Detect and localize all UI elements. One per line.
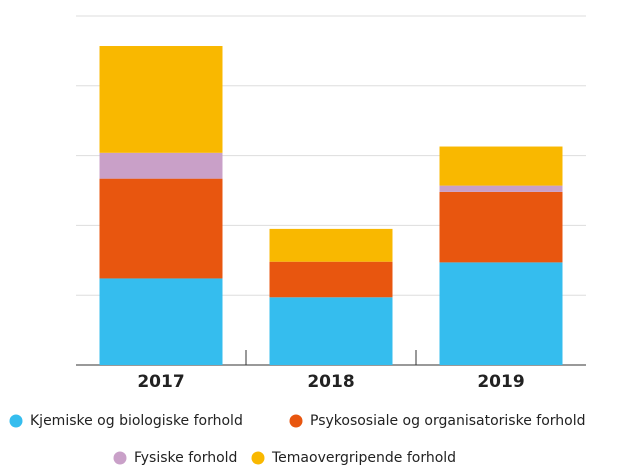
- legend-label: Temaovergripende forhold: [271, 450, 456, 465]
- legend-label: Kjemiske og biologiske forhold: [30, 413, 243, 429]
- bar-segment: [439, 262, 563, 365]
- bar-segment: [99, 46, 223, 153]
- legend-swatch: [289, 414, 303, 428]
- legend-label: Psykososiale og organisatoriske forhold: [310, 413, 586, 429]
- legend-swatch: [9, 414, 23, 428]
- bar-segment: [439, 146, 563, 186]
- legend-swatch: [251, 451, 265, 465]
- legend-swatch: [113, 451, 127, 465]
- bar-segment: [269, 228, 393, 262]
- bar-segment: [439, 185, 563, 192]
- legend-label: Fysiske forhold: [134, 450, 237, 465]
- bar-segment: [439, 191, 563, 263]
- bar-segment: [269, 261, 393, 298]
- x-tick-label: 2019: [477, 372, 524, 392]
- x-tick-label: 2018: [307, 372, 354, 392]
- x-tick-label: 2017: [137, 372, 184, 392]
- bar-segment: [269, 297, 393, 365]
- bar-segment: [99, 278, 223, 365]
- bar-segment: [99, 178, 223, 279]
- bar-segment: [99, 152, 223, 179]
